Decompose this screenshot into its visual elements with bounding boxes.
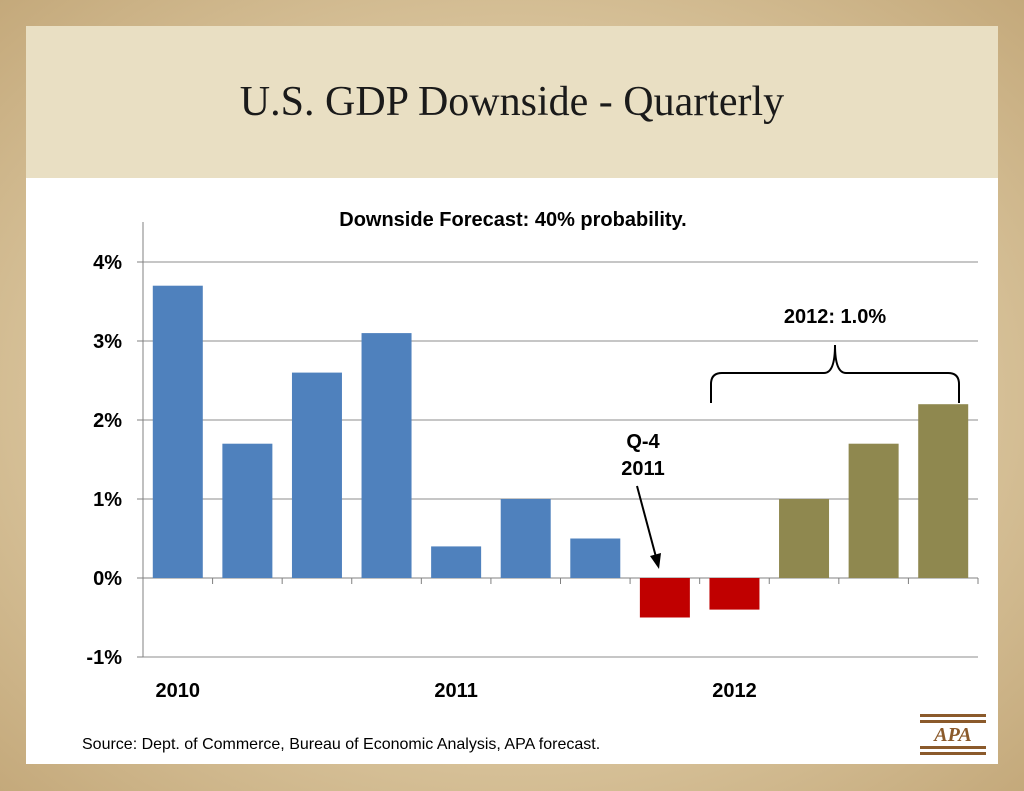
forecast-bracket	[710, 344, 960, 403]
q4-label-line1: Q-4	[626, 431, 660, 453]
bar	[639, 578, 690, 618]
x-axis-year-labels: 2010 2011 2012	[156, 680, 757, 702]
bar	[709, 578, 760, 610]
q4-label-line2: 2011	[621, 458, 664, 480]
y-axis-ticks: 4% 3% 2% 1% 0% -1%	[86, 252, 143, 669]
bar	[918, 404, 969, 578]
chart-title: Downside Forecast: 40% probability.	[339, 209, 686, 231]
x-axis-ticks	[142, 578, 979, 584]
y-tick-label: 4%	[93, 252, 122, 274]
bar	[291, 372, 342, 578]
y-tick-label: -1%	[86, 647, 122, 669]
bracket-label: 2012: 1.0%	[784, 306, 887, 328]
q4-arrow-head	[650, 553, 661, 569]
q4-arrow-line	[636, 485, 657, 558]
bar	[152, 285, 203, 578]
bar	[570, 538, 621, 578]
y-tick-label: 0%	[93, 568, 122, 590]
apa-logo-text: APA	[932, 724, 971, 746]
bar	[222, 443, 273, 578]
x-year-label: 2011	[434, 680, 477, 702]
page-title: U.S. GDP Downside - Quarterly	[239, 79, 785, 125]
y-tick-label: 1%	[93, 489, 122, 511]
bar	[779, 499, 830, 578]
bar	[848, 443, 899, 578]
y-tick-label: 2%	[93, 410, 122, 432]
bar	[431, 546, 482, 578]
bar	[500, 499, 551, 578]
slide-header: U.S. GDP Downside - Quarterly	[26, 26, 998, 178]
apa-logo: APA	[920, 714, 986, 755]
x-year-label: 2012	[712, 680, 757, 702]
bar	[361, 333, 412, 578]
source-note: Source: Dept. of Commerce, Bureau of Eco…	[82, 736, 601, 753]
y-tick-label: 3%	[93, 331, 122, 353]
x-year-label: 2010	[156, 680, 201, 702]
bars	[152, 285, 969, 618]
